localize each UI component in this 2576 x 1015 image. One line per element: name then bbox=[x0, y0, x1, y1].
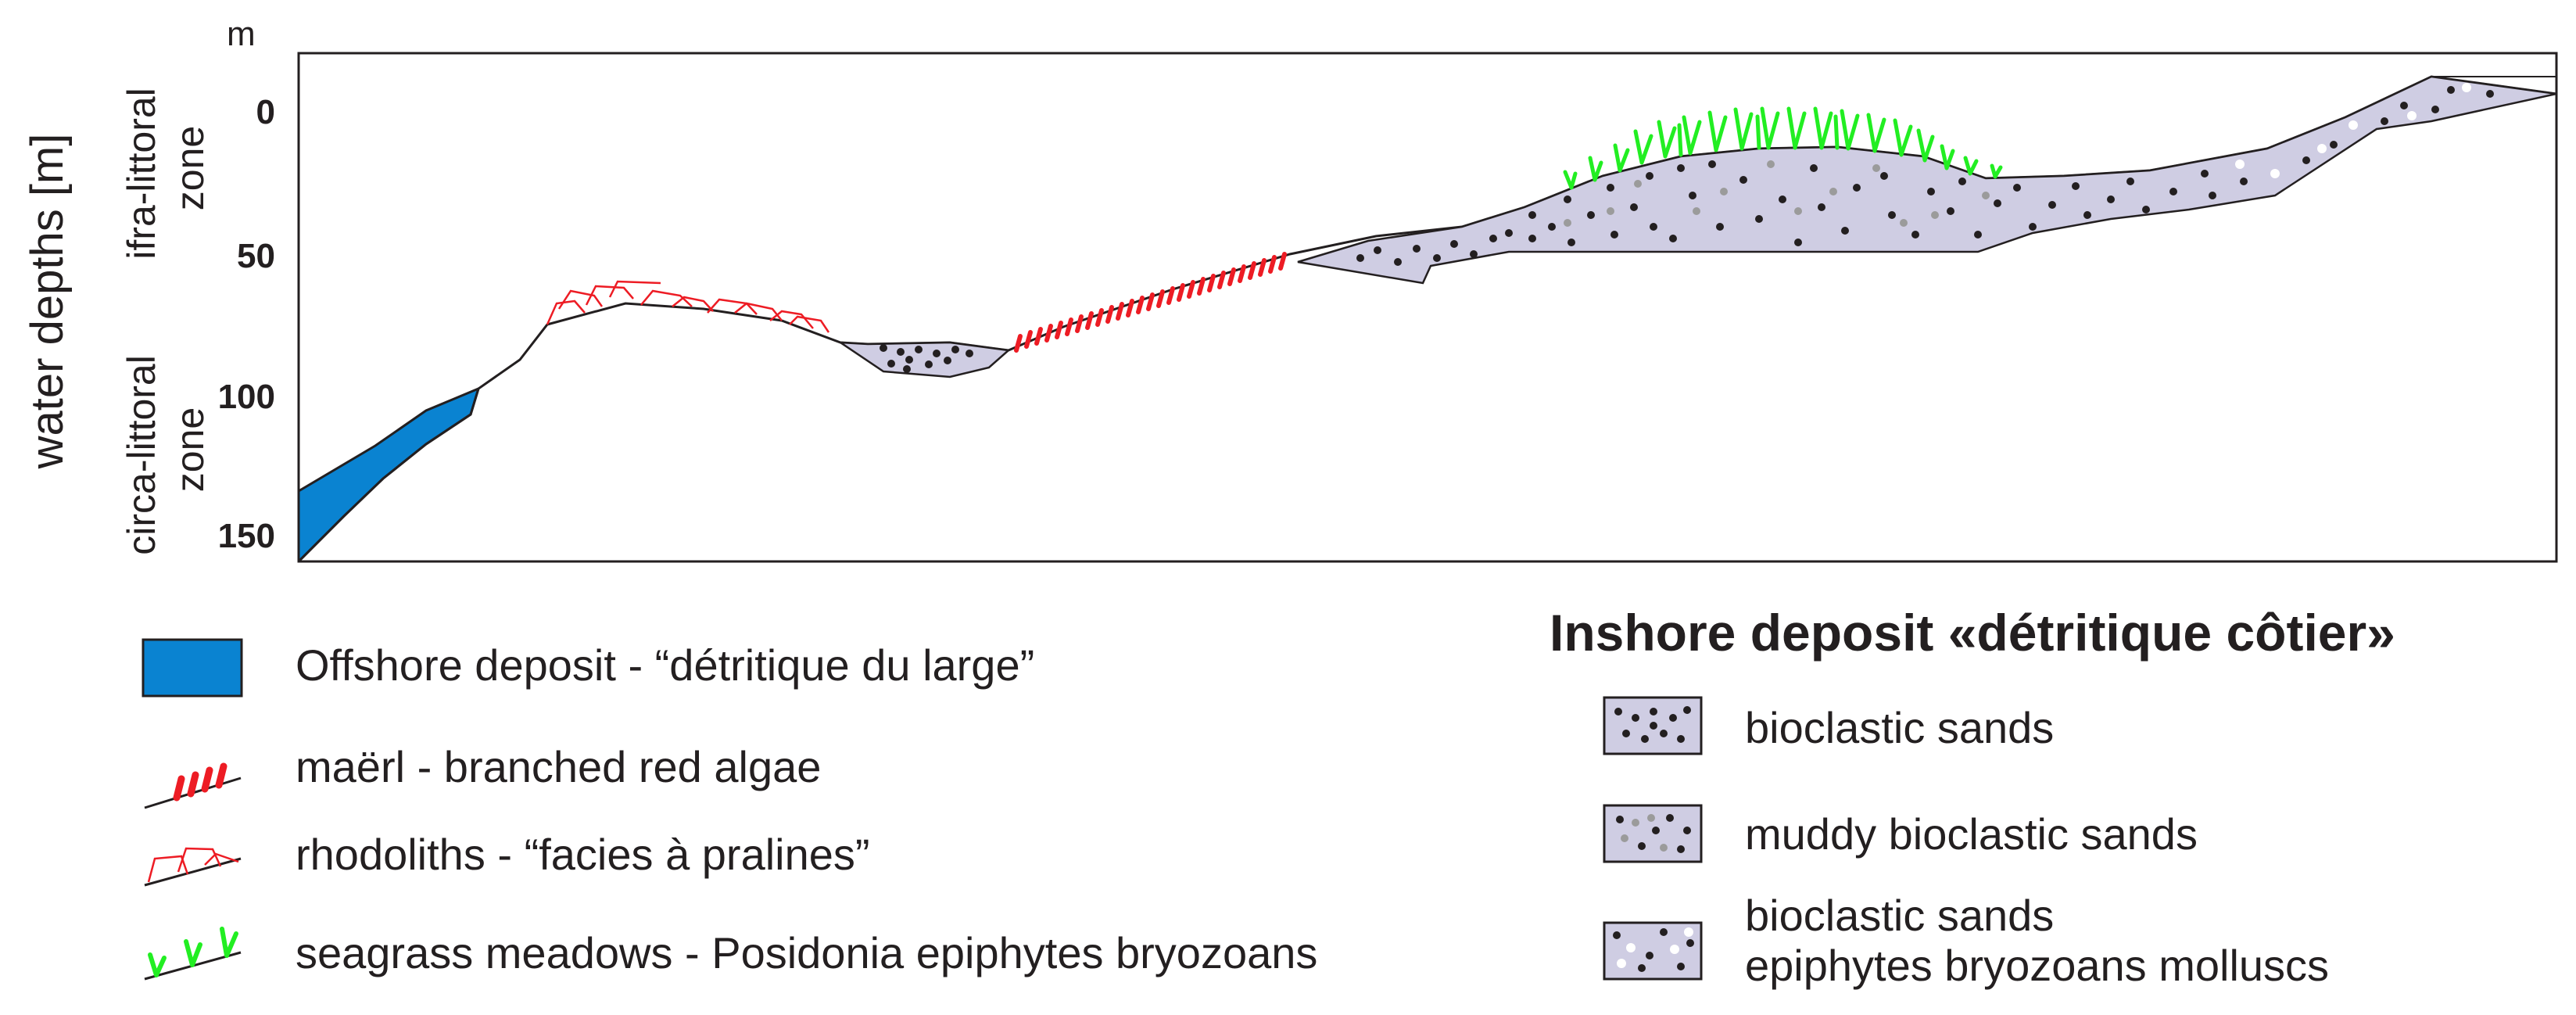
depth-tick-100: 100 bbox=[218, 378, 275, 416]
legend-item-epiphytes: bioclastic sands epiphytes bryozoans mol… bbox=[1603, 891, 2329, 990]
inshore-mud-grains bbox=[1564, 160, 1990, 227]
legend-right: Inshore deposit «détritique côtier» bioc… bbox=[1550, 604, 2395, 990]
legend-item-offshore: Offshore deposit - “détritique du large” bbox=[142, 638, 1034, 698]
legend-item-muddy: muddy bioclastic sands bbox=[1603, 804, 2198, 863]
legend-item-maerl: maërl - branched red algae bbox=[144, 742, 821, 809]
muddy-sands-swatch-icon bbox=[1603, 804, 1703, 863]
axis-title: water depths [m] bbox=[22, 134, 73, 470]
legend-epiphytes-label: bioclastic sands epiphytes bryozoans mol… bbox=[1745, 891, 2329, 990]
legend-muddy-label: muddy bioclastic sands bbox=[1745, 809, 2198, 859]
rhodolith-band bbox=[546, 280, 830, 333]
inshore-legend-title: Inshore deposit «détritique côtier» bbox=[1550, 604, 2395, 662]
legend-seagrass-label: seagrass meadows - Posidonia epiphytes b… bbox=[296, 928, 1317, 977]
inshore-deposit-body bbox=[1297, 75, 2556, 285]
depth-tick-150: 150 bbox=[218, 517, 275, 555]
maerl-icon bbox=[144, 762, 242, 809]
seagrass-icon bbox=[144, 927, 242, 981]
legend-offshore-label: Offshore deposit - “détritique du large” bbox=[296, 640, 1034, 690]
unit-label: m bbox=[227, 15, 256, 53]
inshore-dark-grains bbox=[1356, 86, 2494, 266]
seafloor-profile bbox=[299, 75, 2556, 561]
epiphyte-sands-swatch-icon bbox=[1603, 921, 1703, 981]
seagrass-meadow bbox=[1563, 106, 2003, 190]
bioclastic-sands-swatch-icon bbox=[1603, 696, 1703, 755]
depth-tick-0: 0 bbox=[256, 93, 275, 131]
legend-item-seagrass: seagrass meadows - Posidonia epiphytes b… bbox=[144, 927, 1317, 981]
zone-label-infra-littoral: ifra-littoral zone bbox=[120, 77, 212, 259]
plot-frame bbox=[297, 52, 2558, 563]
offshore-swatch-icon bbox=[142, 638, 243, 698]
legend-maerl-label: maërl - branched red algae bbox=[296, 742, 821, 791]
depth-tick-50: 50 bbox=[237, 237, 275, 275]
inshore-light-grains bbox=[2235, 83, 2471, 178]
legend-rhodoliths-label: rhodoliths - “facies à pralines” bbox=[296, 830, 870, 879]
legend-item-rhodoliths: rhodoliths - “facies à pralines” bbox=[144, 830, 870, 887]
bioclastic-sands-pocket bbox=[837, 341, 1011, 378]
pocket-grains bbox=[880, 344, 973, 373]
zone-label-circa-littoral: circa-littoral zone bbox=[120, 344, 212, 555]
legend-left: Offshore deposit - “détritique du large”… bbox=[142, 638, 1317, 981]
profile-plot bbox=[297, 52, 2558, 563]
legend-item-bioclastic: bioclastic sands bbox=[1603, 696, 2054, 755]
rhodolith-icon bbox=[144, 847, 242, 887]
legend-bioclastic-label: bioclastic sands bbox=[1745, 703, 2054, 752]
maerl-band bbox=[1014, 252, 1287, 353]
